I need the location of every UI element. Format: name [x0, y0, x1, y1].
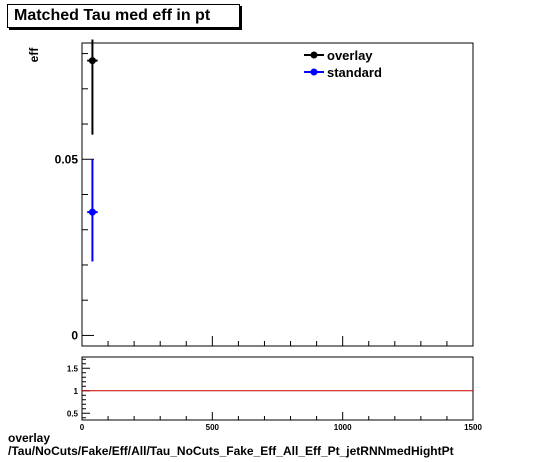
ratio-plot: 0.5 1 1.5 0 500 1000 1500 [67, 356, 482, 432]
ratio-y-tick-label: 1.5 [67, 364, 79, 373]
ratio-x-tick-label: 0 [80, 423, 85, 432]
footer-line-1: overlay [8, 431, 51, 445]
legend-label-overlay: overlay [327, 48, 373, 63]
legend-label-standard: standard [327, 65, 382, 80]
y-tick-label: 0 [71, 328, 78, 342]
ratio-x-tick-label: 1000 [334, 423, 352, 432]
chart-title: Matched Tau med eff in pt [14, 7, 211, 24]
legend-marker-overlay [310, 51, 318, 59]
footer-line-2: /Tau/NoCuts/Fake/Eff/All/Tau_NoCuts_Fake… [8, 444, 454, 458]
y-tick-label: 0.05 [55, 152, 79, 166]
y-axis-label: eff [27, 47, 41, 63]
ratio-x-tick-label: 1500 [464, 423, 482, 432]
main-plot: 0 0.05 eff overlay standard [27, 39, 474, 347]
ratio-x-tick-label: 500 [206, 423, 220, 432]
legend-marker-standard [310, 68, 318, 76]
footer-caption: overlay /Tau/NoCuts/Fake/Eff/All/Tau_NoC… [8, 432, 454, 458]
plot-frame [81, 42, 474, 347]
chart-title-box: Matched Tau med eff in pt [7, 4, 240, 28]
data-point-overlay [88, 57, 96, 65]
ratio-y-tick-label: 1 [74, 387, 79, 396]
ratio-frame [81, 356, 474, 421]
data-point-standard [88, 208, 96, 216]
ratio-y-tick-label: 0.5 [67, 409, 79, 418]
